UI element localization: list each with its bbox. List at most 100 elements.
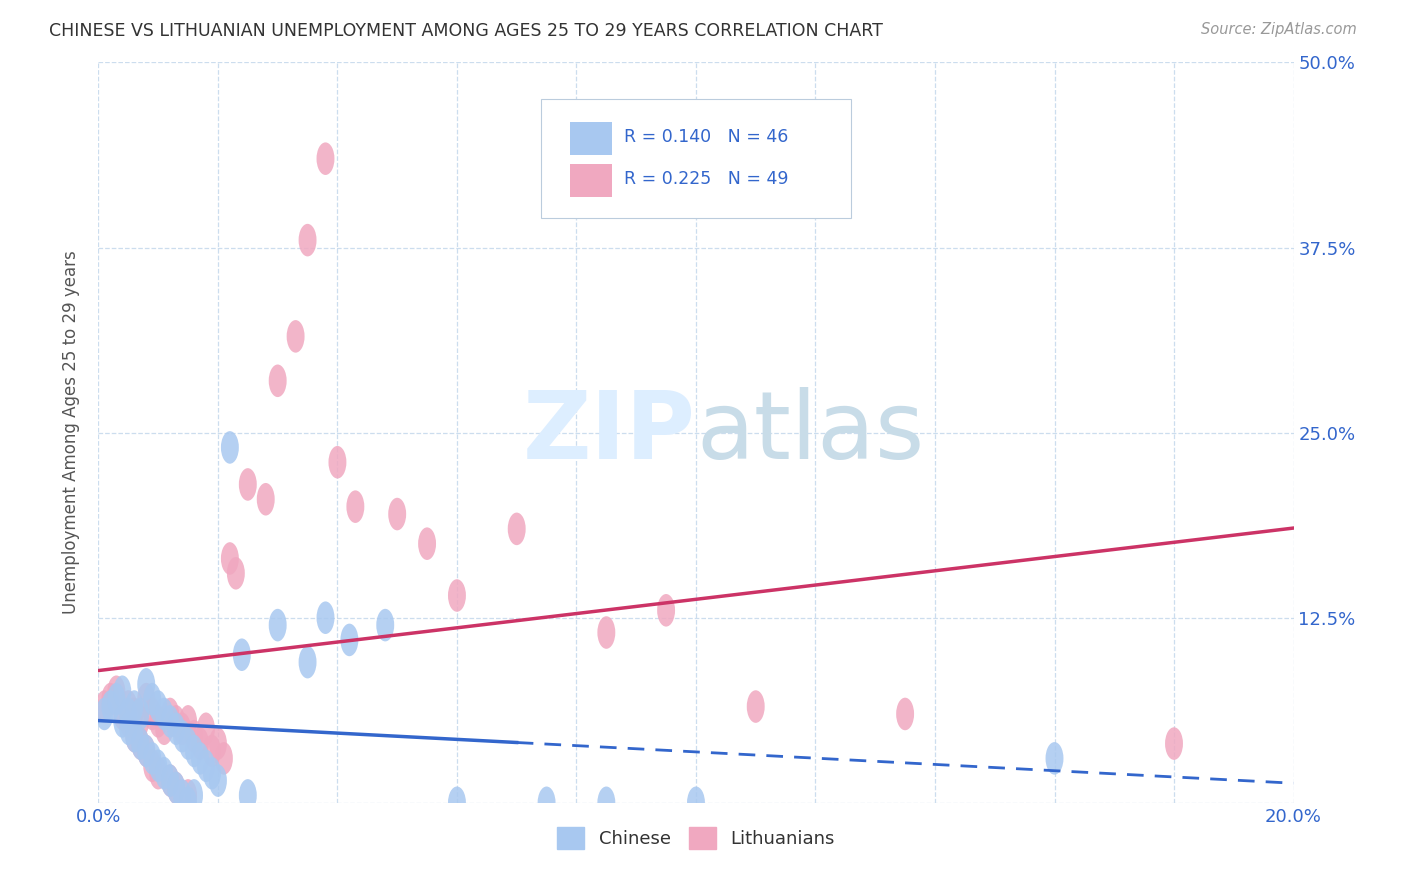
Ellipse shape	[449, 787, 465, 819]
Ellipse shape	[747, 690, 765, 723]
Text: R = 0.225   N = 49: R = 0.225 N = 49	[624, 170, 789, 188]
Ellipse shape	[107, 683, 125, 715]
Ellipse shape	[167, 772, 186, 805]
Ellipse shape	[197, 713, 215, 745]
Ellipse shape	[143, 683, 162, 715]
Ellipse shape	[173, 779, 191, 812]
Ellipse shape	[96, 698, 114, 731]
Ellipse shape	[131, 727, 149, 760]
Ellipse shape	[120, 690, 138, 723]
Ellipse shape	[191, 727, 209, 760]
Ellipse shape	[162, 764, 179, 797]
Ellipse shape	[191, 742, 209, 774]
Ellipse shape	[149, 749, 167, 782]
Ellipse shape	[173, 720, 191, 753]
Ellipse shape	[287, 320, 305, 352]
Ellipse shape	[346, 491, 364, 523]
Ellipse shape	[143, 749, 162, 782]
Ellipse shape	[155, 698, 173, 731]
Ellipse shape	[138, 735, 155, 767]
Ellipse shape	[316, 601, 335, 634]
Ellipse shape	[179, 705, 197, 738]
Ellipse shape	[120, 713, 138, 745]
Ellipse shape	[202, 757, 221, 789]
Ellipse shape	[209, 764, 226, 797]
Ellipse shape	[120, 705, 138, 738]
Text: ZIP: ZIP	[523, 386, 696, 479]
Ellipse shape	[298, 646, 316, 679]
Ellipse shape	[143, 742, 162, 774]
Ellipse shape	[155, 757, 173, 789]
Ellipse shape	[1166, 727, 1182, 760]
Ellipse shape	[173, 713, 191, 745]
Ellipse shape	[329, 446, 346, 478]
Ellipse shape	[149, 705, 167, 738]
Ellipse shape	[418, 527, 436, 560]
Ellipse shape	[125, 690, 143, 723]
Text: CHINESE VS LITHUANIAN UNEMPLOYMENT AMONG AGES 25 TO 29 YEARS CORRELATION CHART: CHINESE VS LITHUANIAN UNEMPLOYMENT AMONG…	[49, 22, 883, 40]
Ellipse shape	[598, 616, 616, 648]
Ellipse shape	[131, 727, 149, 760]
Text: Source: ZipAtlas.com: Source: ZipAtlas.com	[1201, 22, 1357, 37]
Legend: Chinese, Lithuanians: Chinese, Lithuanians	[550, 821, 842, 856]
Ellipse shape	[508, 513, 526, 545]
Y-axis label: Unemployment Among Ages 25 to 29 years: Unemployment Among Ages 25 to 29 years	[62, 251, 80, 615]
Ellipse shape	[138, 668, 155, 700]
Ellipse shape	[239, 779, 257, 812]
Ellipse shape	[131, 705, 149, 738]
Ellipse shape	[162, 764, 179, 797]
Ellipse shape	[449, 579, 465, 612]
Ellipse shape	[101, 683, 120, 715]
Ellipse shape	[155, 713, 173, 745]
Ellipse shape	[537, 787, 555, 819]
Ellipse shape	[125, 720, 143, 753]
Ellipse shape	[688, 787, 704, 819]
Ellipse shape	[114, 675, 131, 708]
FancyBboxPatch shape	[571, 121, 613, 155]
Ellipse shape	[388, 498, 406, 531]
Ellipse shape	[269, 365, 287, 397]
Ellipse shape	[316, 143, 335, 175]
Ellipse shape	[167, 772, 186, 805]
Ellipse shape	[149, 757, 167, 789]
Ellipse shape	[179, 727, 197, 760]
Ellipse shape	[221, 431, 239, 464]
Ellipse shape	[125, 698, 143, 731]
Ellipse shape	[377, 609, 394, 641]
Ellipse shape	[167, 705, 186, 738]
Ellipse shape	[269, 609, 287, 641]
Ellipse shape	[149, 690, 167, 723]
Ellipse shape	[114, 705, 131, 738]
Ellipse shape	[114, 698, 131, 731]
Ellipse shape	[1046, 742, 1063, 774]
FancyBboxPatch shape	[541, 99, 852, 218]
Ellipse shape	[107, 675, 125, 708]
Ellipse shape	[186, 720, 202, 753]
Ellipse shape	[138, 683, 155, 715]
Ellipse shape	[186, 735, 202, 767]
Ellipse shape	[215, 742, 233, 774]
Ellipse shape	[131, 698, 149, 731]
Ellipse shape	[179, 787, 197, 819]
Ellipse shape	[197, 749, 215, 782]
Ellipse shape	[143, 698, 162, 731]
Ellipse shape	[186, 779, 202, 812]
Text: R = 0.140   N = 46: R = 0.140 N = 46	[624, 128, 789, 146]
Ellipse shape	[209, 727, 226, 760]
Ellipse shape	[598, 787, 616, 819]
Ellipse shape	[239, 468, 257, 500]
Ellipse shape	[101, 690, 120, 723]
Ellipse shape	[202, 735, 221, 767]
Ellipse shape	[162, 705, 179, 738]
Ellipse shape	[167, 713, 186, 745]
Ellipse shape	[233, 639, 250, 671]
Text: atlas: atlas	[696, 386, 924, 479]
Ellipse shape	[896, 698, 914, 731]
Ellipse shape	[221, 542, 239, 574]
Ellipse shape	[162, 698, 179, 731]
Ellipse shape	[138, 735, 155, 767]
Ellipse shape	[257, 483, 274, 516]
Ellipse shape	[120, 698, 138, 731]
Ellipse shape	[226, 557, 245, 590]
Ellipse shape	[657, 594, 675, 626]
